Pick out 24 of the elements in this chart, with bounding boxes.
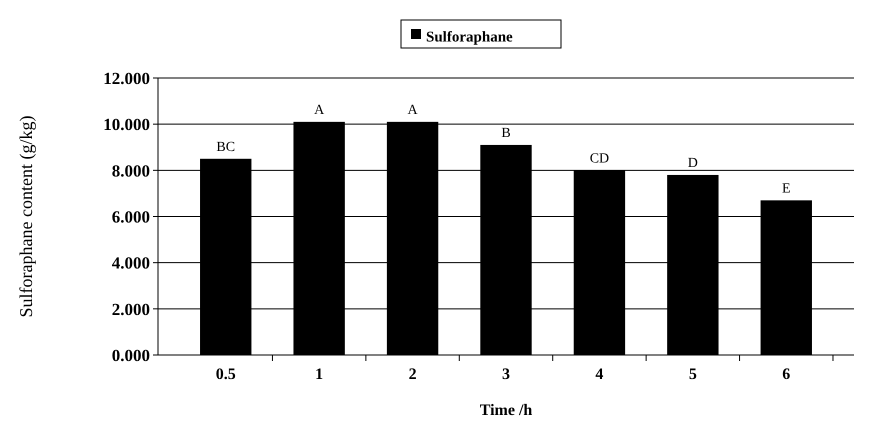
y-tick-label: 2.000 (112, 300, 150, 319)
x-tick-label: 5 (688, 366, 697, 383)
legend-label: Sulforaphane (426, 29, 514, 46)
x-tick-label: 3 (502, 366, 510, 383)
y-tick-label: 10.000 (103, 115, 150, 134)
x-tick-label: 2 (408, 366, 417, 383)
annotation: D (688, 156, 698, 171)
y-tick-label: 4.000 (112, 254, 150, 273)
x-axis-title: Time /h (480, 402, 532, 419)
y-axis-title: Sulforaphane content (g/kg) (16, 116, 36, 318)
annotation: A (408, 102, 419, 118)
x-tick-label: 0.5 (216, 366, 236, 383)
annotation: A (314, 102, 326, 118)
y-tick-label: 6.000 (112, 207, 150, 226)
x-tick-label: 1 (315, 366, 324, 383)
annotation: E (782, 181, 791, 196)
annotation: CD (590, 151, 610, 166)
y-tick-label: 8.000 (112, 161, 150, 180)
annotation: BC (216, 140, 236, 155)
x-tick-label: 4 (595, 366, 604, 383)
annotation: B (501, 126, 511, 141)
y-tick-label: 12.000 (103, 68, 150, 88)
x-tick-label: 6 (782, 366, 790, 383)
y-tick-label: 0.000 (112, 346, 150, 365)
